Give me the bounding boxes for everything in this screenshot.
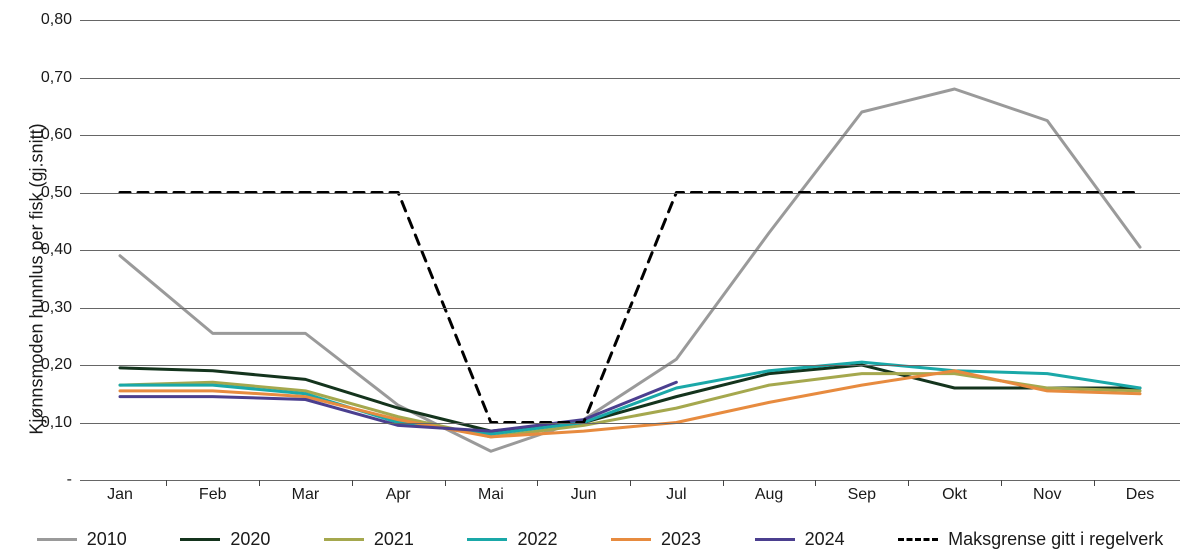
- y-tick-label: 0,50: [12, 184, 80, 202]
- x-tick-label: Nov: [1033, 480, 1061, 504]
- grid-line: [80, 193, 1180, 194]
- legend-item: 2023: [611, 529, 701, 550]
- x-tick-label: Mar: [292, 480, 320, 504]
- x-tick-mark: [908, 480, 909, 486]
- y-tick-label: 0,40: [12, 241, 80, 259]
- x-tick-label: Sep: [848, 480, 876, 504]
- x-tick-label: Feb: [199, 480, 227, 504]
- x-tick-mark: [445, 480, 446, 486]
- legend-swatch: [467, 538, 507, 541]
- x-tick-label: Okt: [942, 480, 967, 504]
- legend-swatch: [180, 538, 220, 541]
- x-tick-mark: [1094, 480, 1095, 486]
- grid-line: [80, 78, 1180, 79]
- legend-label: Maksgrense gitt i regelverk: [948, 529, 1163, 550]
- grid-line: [80, 20, 1180, 21]
- legend: 2010 2020 2021 2022 2023 2024 Maksgrense gitt …: [0, 529, 1200, 550]
- legend-swatch: [755, 538, 795, 541]
- legend-item: 2022: [467, 529, 557, 550]
- legend-swatch: [324, 538, 364, 541]
- x-tick-mark: [1001, 480, 1002, 486]
- legend-item: 2020: [180, 529, 270, 550]
- x-tick-mark: [352, 480, 353, 486]
- x-tick-label: Apr: [386, 480, 411, 504]
- x-tick-label: Aug: [755, 480, 783, 504]
- legend-item: 2010: [37, 529, 127, 550]
- x-tick-mark: [537, 480, 538, 486]
- plot-area: -0,100,200,300,400,500,600,700,80JanFebM…: [80, 20, 1180, 480]
- y-axis-title: Kjønnsmoden hunnlus per fisk (gj.snitt): [27, 123, 48, 434]
- legend-swatch: [898, 538, 938, 541]
- x-tick-mark: [815, 480, 816, 486]
- y-tick-label: 0,80: [12, 11, 80, 29]
- grid-line: [80, 135, 1180, 136]
- x-tick-label: Jan: [107, 480, 133, 504]
- legend-item: 2021: [324, 529, 414, 550]
- series-line: [120, 89, 1140, 451]
- x-tick-label: Jun: [571, 480, 597, 504]
- x-tick-label: Jul: [666, 480, 686, 504]
- legend-label: 2010: [87, 529, 127, 550]
- x-tick-mark: [723, 480, 724, 486]
- y-tick-label: 0,30: [12, 299, 80, 317]
- y-tick-label: 0,20: [12, 356, 80, 374]
- y-tick-label: 0,70: [12, 69, 80, 87]
- legend-label: 2023: [661, 529, 701, 550]
- x-tick-mark: [166, 480, 167, 486]
- legend-item: Maksgrense gitt i regelverk: [898, 529, 1163, 550]
- y-tick-label: 0,60: [12, 126, 80, 144]
- legend-label: 2024: [805, 529, 845, 550]
- y-tick-label: -: [12, 471, 80, 489]
- y-tick-label: 0,10: [12, 414, 80, 432]
- x-tick-mark: [630, 480, 631, 486]
- legend-label: 2020: [230, 529, 270, 550]
- legend-swatch: [611, 538, 651, 541]
- legend-swatch: [37, 538, 77, 541]
- grid-line: [80, 423, 1180, 424]
- x-tick-label: Mai: [478, 480, 504, 504]
- grid-line: [80, 250, 1180, 251]
- lice-chart: Kjønnsmoden hunnlus per fisk (gj.snitt) …: [0, 0, 1200, 558]
- x-tick-mark: [259, 480, 260, 486]
- legend-label: 2022: [517, 529, 557, 550]
- grid-line: [80, 308, 1180, 309]
- legend-item: 2024: [755, 529, 845, 550]
- grid-line: [80, 365, 1180, 366]
- x-tick-label: Des: [1126, 480, 1154, 504]
- legend-label: 2021: [374, 529, 414, 550]
